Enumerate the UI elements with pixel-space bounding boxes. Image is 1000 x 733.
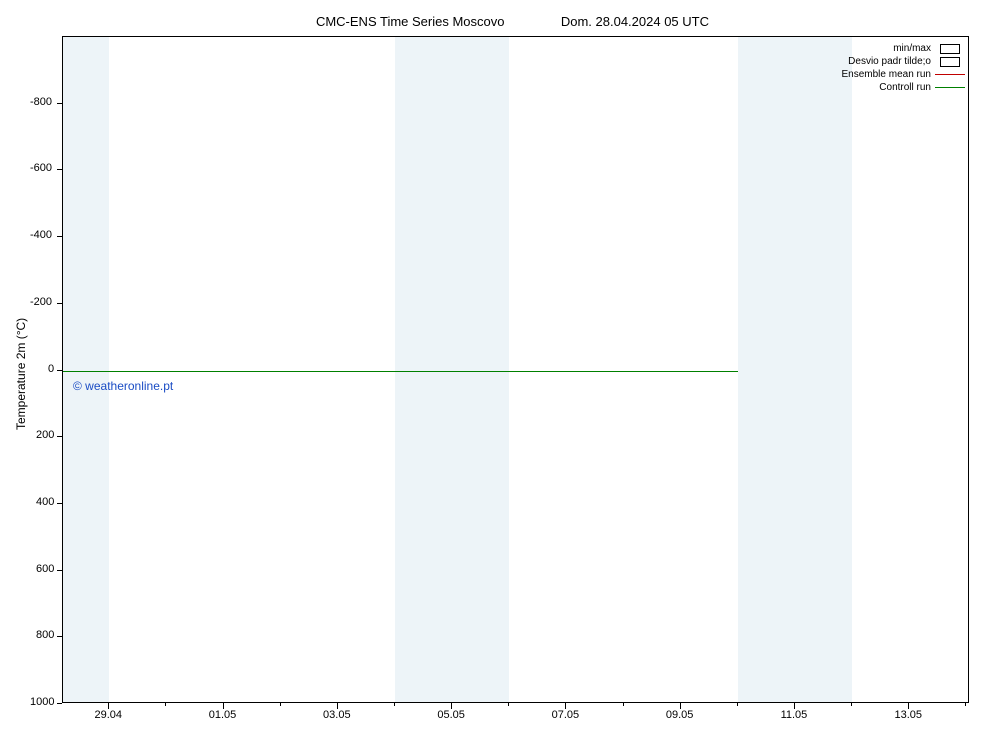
x-tick-label: 05.05 — [437, 709, 465, 721]
legend-swatch — [935, 70, 965, 80]
x-tick-mark — [908, 703, 909, 709]
chart-title-left: CMC-ENS Time Series Moscovo — [316, 14, 505, 29]
y-tick-mark — [57, 370, 62, 371]
y-tick-mark — [57, 436, 62, 437]
legend-item: Controll run — [842, 81, 966, 94]
y-tick-mark — [57, 303, 62, 304]
night-band — [395, 37, 509, 702]
x-minor-tick-mark — [394, 703, 395, 706]
legend-label: Ensemble mean run — [842, 69, 936, 80]
x-tick-label: 13.05 — [894, 709, 922, 721]
y-tick-label: -200 — [30, 296, 52, 308]
y-tick-label: 1000 — [30, 696, 54, 708]
y-tick-label: 600 — [36, 563, 54, 575]
chart-title-right: Dom. 28.04.2024 05 UTC — [561, 14, 709, 29]
x-tick-label: 09.05 — [666, 709, 694, 721]
y-tick-mark — [57, 169, 62, 170]
x-minor-tick-mark — [965, 703, 966, 706]
y-axis-label: Temperature 2m (°C) — [14, 317, 28, 429]
x-minor-tick-mark — [623, 703, 624, 706]
y-tick-mark — [57, 703, 62, 704]
y-tick-mark — [57, 236, 62, 237]
legend-label: Controll run — [879, 82, 935, 93]
legend-item: Desvio padr tilde;o — [842, 55, 966, 68]
x-tick-label: 11.05 — [781, 709, 808, 721]
legend-swatch — [935, 57, 965, 67]
y-tick-label: 0 — [48, 363, 54, 375]
chart-container: CMC-ENS Time Series Moscovo Dom. 28.04.2… — [0, 0, 1000, 733]
y-tick-label: -400 — [30, 229, 52, 241]
y-tick-mark — [57, 636, 62, 637]
chart-legend: min/max Desvio padr tilde;o Ensemble mean … — [842, 42, 966, 94]
y-tick-mark — [57, 570, 62, 571]
x-minor-tick-mark — [851, 703, 852, 706]
x-minor-tick-mark — [737, 703, 738, 706]
night-band — [63, 37, 109, 702]
watermark: © weatheronline.pt — [73, 379, 173, 393]
x-tick-label: 01.05 — [209, 709, 237, 721]
controll-run-line — [63, 371, 738, 372]
x-tick-label: 03.05 — [323, 709, 351, 721]
y-tick-label: 200 — [36, 429, 54, 441]
x-minor-tick-mark — [165, 703, 166, 706]
y-tick-label: -600 — [30, 162, 52, 174]
legend-swatch — [935, 83, 965, 93]
y-tick-label: 800 — [36, 629, 54, 641]
x-tick-mark — [565, 703, 566, 709]
x-minor-tick-mark — [508, 703, 509, 706]
x-tick-label: 29.04 — [94, 709, 122, 721]
legend-item: Ensemble mean run — [842, 68, 966, 81]
legend-item: min/max — [842, 42, 966, 55]
legend-label: min/max — [893, 43, 935, 54]
x-tick-mark — [451, 703, 452, 709]
x-tick-mark — [680, 703, 681, 709]
x-tick-label: 07.05 — [552, 709, 580, 721]
legend-swatch — [935, 44, 965, 54]
y-tick-mark — [57, 503, 62, 504]
x-tick-mark — [794, 703, 795, 709]
x-minor-tick-mark — [280, 703, 281, 706]
x-tick-mark — [223, 703, 224, 709]
y-tick-mark — [57, 103, 62, 104]
legend-label: Desvio padr tilde;o — [848, 56, 935, 67]
y-tick-label: -800 — [30, 96, 52, 108]
plot-area: © weatheronline.pt — [62, 36, 969, 703]
night-band — [738, 37, 852, 702]
x-tick-mark — [108, 703, 109, 709]
y-tick-label: 400 — [36, 496, 54, 508]
x-tick-mark — [337, 703, 338, 709]
